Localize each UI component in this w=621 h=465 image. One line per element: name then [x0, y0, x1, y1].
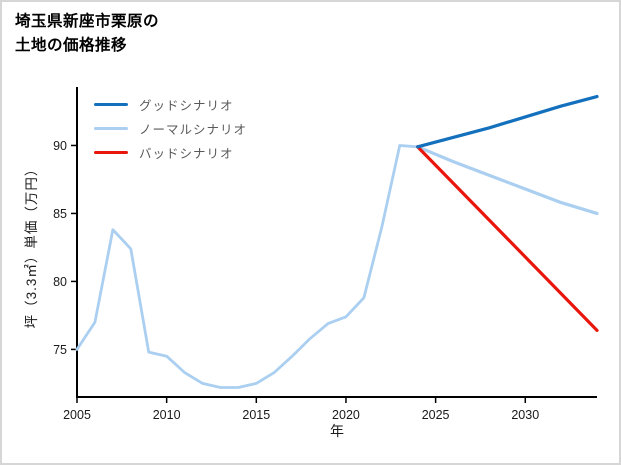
series-line-normal [416, 145, 599, 216]
legend-label-good: グッドシナリオ [139, 98, 234, 113]
y-tick-label: 90 [53, 139, 67, 153]
series-line-good [416, 94, 599, 149]
x-tick-label: 2015 [242, 408, 270, 422]
series-line-history [75, 144, 420, 389]
legend-swatch-normal-line [94, 126, 128, 130]
y-axis-label: 坪（3.3㎡）単価（万円） [24, 161, 39, 329]
chart-title-line1: 埼玉県新座市栗原の [15, 13, 160, 30]
series-line-bad [416, 145, 599, 332]
chart-title-line2: 土地の価格推移 [15, 37, 128, 55]
x-tick-label: 2025 [422, 408, 450, 422]
y-tick-label: 75 [53, 343, 67, 357]
legend: グッドシナリオ ノーマルシナリオ バッドシナリオ [94, 92, 247, 164]
legend-label-bad: バッドシナリオ [139, 146, 234, 161]
y-tick-label: 80 [53, 275, 67, 289]
x-axis-label: 年 [330, 423, 344, 439]
y-tick-label: 85 [53, 207, 67, 221]
x-tick-label: 2020 [332, 408, 360, 422]
legend-item-normal: ノーマルシナリオ [94, 116, 247, 140]
chart-title: 埼玉県新座市栗原の 土地の価格推移 [15, 10, 159, 58]
legend-swatch-good-line [94, 102, 128, 106]
legend-item-good: グッドシナリオ [94, 92, 247, 116]
x-tick-label: 2030 [511, 408, 539, 422]
x-tick-label: 2010 [153, 408, 181, 422]
legend-item-bad: バッドシナリオ [94, 140, 247, 164]
legend-label-normal: ノーマルシナリオ [139, 122, 248, 137]
x-tick-label: 2005 [63, 408, 91, 422]
legend-swatch-bad-line [94, 150, 128, 154]
